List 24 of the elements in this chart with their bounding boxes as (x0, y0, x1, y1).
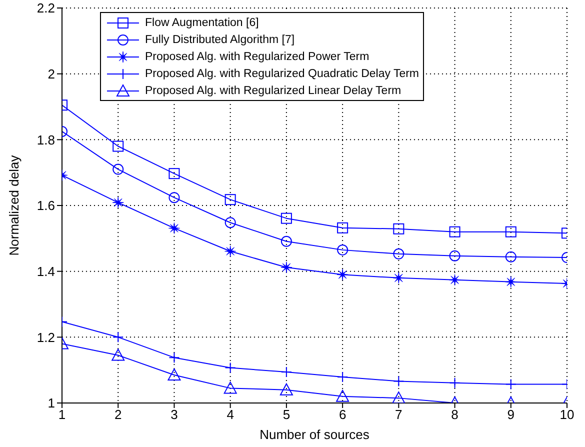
x-tick-label: 7 (395, 407, 402, 422)
x-axis-title: Number of sources (260, 427, 370, 442)
legend-label: Proposed Alg. with Regularized Quadratic Delay Term (145, 68, 420, 80)
y-tick-label: 1.4 (36, 264, 55, 279)
x-tick-label: 3 (170, 407, 178, 422)
y-tick-label: 2.2 (36, 0, 55, 16)
x-tick-label: 9 (507, 407, 515, 422)
legend-label: Proposed Alg. with Regularized Power Term (145, 50, 370, 62)
x-tick-label: 1 (58, 407, 66, 422)
x-tick-label: 10 (560, 407, 574, 422)
x-tick-label: 5 (282, 407, 290, 422)
y-tick-label: 1 (48, 396, 55, 411)
y-tick-label: 1.8 (36, 132, 55, 148)
y-tick-label: 1.2 (36, 330, 55, 345)
y-tick-label: 2 (48, 66, 55, 82)
legend-label: Flow Augmentation [6] (145, 16, 259, 28)
legend-label: Fully Distributed Algorithm [7] (145, 34, 295, 46)
x-tick-label: 6 (338, 407, 346, 422)
x-tick-label: 4 (226, 407, 234, 422)
y-tick-label: 1.6 (36, 198, 55, 214)
x-tick-label: 2 (114, 407, 122, 422)
x-tick-label: 8 (451, 407, 458, 422)
y-axis-title: Normalized delay (6, 154, 22, 256)
legend-label: Proposed Alg. with Regularized Linear Delay Term (145, 84, 402, 96)
